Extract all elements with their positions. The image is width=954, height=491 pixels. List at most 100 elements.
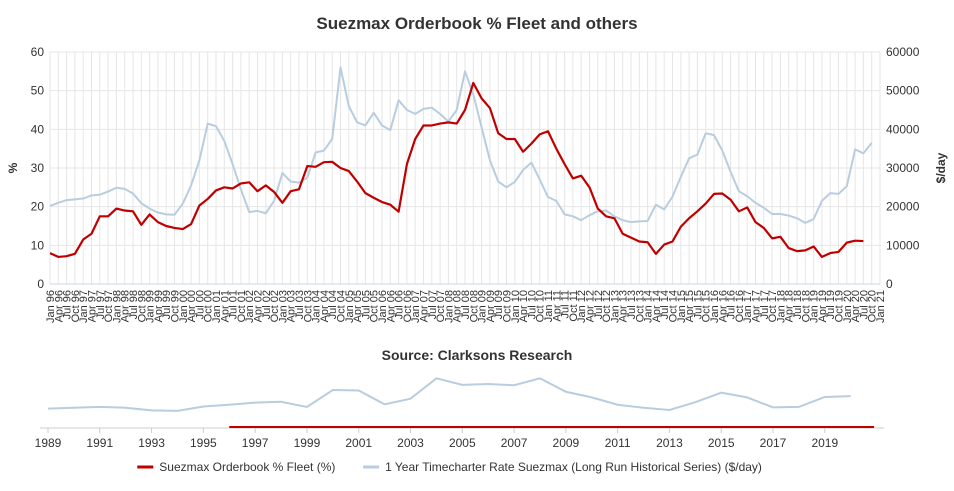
x-tick-label: Oct 11 xyxy=(568,290,580,322)
x-tick-label: Oct 96 xyxy=(70,290,82,322)
x-tick-label: Oct 14 xyxy=(668,290,680,322)
legend-item[interactable]: 1 Year Timecharter Rate Suezmax (Long Ru… xyxy=(363,460,762,474)
x-tick-label: Jan 16 xyxy=(709,290,721,323)
x-tick-label: Jul 09 xyxy=(493,290,505,319)
x-tick-label: Jul 18 xyxy=(792,290,804,319)
x-tick-label: Apr 05 xyxy=(352,290,364,322)
x-tick-label: Jul 03 xyxy=(294,290,306,319)
left-tick-label: 10 xyxy=(31,238,45,252)
left-tick-label: 60 xyxy=(31,45,45,59)
x-tick-label: Oct 15 xyxy=(701,290,713,322)
navigator-tick-label: 1995 xyxy=(190,436,217,450)
left-axis-ticks: 0 10 20 30 40 50 60 xyxy=(31,45,45,291)
x-tick-label: Apr 98 xyxy=(120,290,132,322)
right-tick-label: 60000 xyxy=(886,45,920,59)
x-tick-label: Apr 13 xyxy=(618,290,630,322)
x-tick-label: Jan 19 xyxy=(809,290,821,323)
x-tick-label: Oct 19 xyxy=(834,290,846,322)
x-tick-label: Jul 02 xyxy=(261,290,273,319)
navigator-tick-label: 1999 xyxy=(294,436,321,450)
right-tick-label: 10000 xyxy=(886,238,920,252)
left-tick-label: 30 xyxy=(31,161,45,175)
right-tick-label: 40000 xyxy=(886,122,920,136)
x-tick-label: Jan 14 xyxy=(643,290,655,323)
x-tick-label: Apr 15 xyxy=(684,290,696,322)
x-tick-label: Oct 98 xyxy=(136,290,148,322)
navigator-tick-label: 2015 xyxy=(708,436,735,450)
x-tick-label: Jan 12 xyxy=(576,290,588,323)
x-tick-label: Oct 04 xyxy=(336,290,348,322)
right-axis-ticks: 0 10000 20000 30000 40000 50000 60000 xyxy=(886,45,920,291)
navigator[interactable]: 1989 1991 1993 1995 1997 1999 2001 2003 2005 2007… xyxy=(35,377,884,450)
x-tick-label: Apr 07 xyxy=(419,290,431,322)
x-tick-label: Apr 08 xyxy=(452,290,464,322)
right-tick-label: 50000 xyxy=(886,84,920,98)
legend: Suezmax Orderbook % Fleet (%) 1 Year Time… xyxy=(137,460,762,474)
x-tick-label: Jul 04 xyxy=(327,290,339,319)
gridlines xyxy=(49,51,881,285)
left-tick-label: 40 xyxy=(31,122,45,136)
x-tick-label: Apr 06 xyxy=(385,290,397,322)
x-tick-label: Oct 18 xyxy=(800,290,812,322)
legend-label: Suezmax Orderbook % Fleet (%) xyxy=(159,460,335,474)
navigator-tick-label: 2017 xyxy=(760,436,787,450)
right-axis-label: $/day xyxy=(934,152,948,183)
x-tick-label: Jan 06 xyxy=(377,290,389,323)
navigator-tick-label: 1997 xyxy=(242,436,269,450)
x-tick-label: Jan 01 xyxy=(211,290,223,323)
navigator-tick-label: 2019 xyxy=(811,436,838,450)
x-tick-label: Jan 03 xyxy=(277,290,289,323)
x-tick-label: Apr 12 xyxy=(585,290,597,322)
x-tick-label: Oct 09 xyxy=(502,290,514,322)
x-tick-label: Apr 09 xyxy=(485,290,497,322)
x-tick-label: Apr 96 xyxy=(53,290,65,322)
left-tick-label: 20 xyxy=(31,200,45,214)
x-tick-label: Apr 11 xyxy=(551,290,563,322)
x-tick-label: Apr 16 xyxy=(717,290,729,322)
x-tick-label: Jul 97 xyxy=(95,290,107,319)
x-tick-label: Oct 99 xyxy=(170,290,182,322)
navigator-tick-label: 2001 xyxy=(345,436,372,450)
x-tick-label: Jan 11 xyxy=(543,290,555,322)
x-tick-label: Jul 17 xyxy=(759,290,771,319)
x-tick-label: Oct 05 xyxy=(369,290,381,322)
x-tick-label: Jul 98 xyxy=(128,290,140,319)
x-tick-label: Jan 00 xyxy=(178,290,190,323)
x-tick-label: Jul 15 xyxy=(692,290,704,319)
x-tick-label: Apr 20 xyxy=(850,290,862,322)
x-tick-label: Apr 03 xyxy=(286,290,298,322)
series-orderbook-line[interactable] xyxy=(49,81,864,259)
legend-item[interactable]: Suezmax Orderbook % Fleet (%) xyxy=(137,460,335,474)
x-tick-label: Jan 05 xyxy=(344,290,356,323)
x-tick-label: Apr 00 xyxy=(186,290,198,322)
x-tick-label: Oct 16 xyxy=(734,290,746,322)
x-tick-label: Apr 10 xyxy=(518,290,530,322)
x-tick-label: Jul 11 xyxy=(560,290,572,319)
x-tick-label: Oct 17 xyxy=(767,290,779,322)
right-tick-label: 20000 xyxy=(886,200,920,214)
x-tick-label: Jul 00 xyxy=(194,290,206,319)
navigator-tick-label: 2007 xyxy=(501,436,528,450)
x-tick-label: Oct 97 xyxy=(103,290,115,322)
x-tick-label: Jan 18 xyxy=(775,290,787,323)
x-tick-label: Jul 13 xyxy=(626,290,638,319)
x-tick-label: Jan 99 xyxy=(145,290,157,323)
navigator-tick-label: 2003 xyxy=(397,436,424,450)
chart-subtitle: Source: Clarksons Research xyxy=(382,347,573,363)
series-timecharter-line[interactable] xyxy=(49,66,873,224)
navigator-tick-label: 1993 xyxy=(138,436,165,450)
x-tick-label: Oct 10 xyxy=(535,290,547,322)
x-tick-label: Apr 18 xyxy=(784,290,796,322)
x-tick-label: Jul 10 xyxy=(526,290,538,319)
navigator-tick-label: 2013 xyxy=(656,436,683,450)
x-tick-label: Oct 13 xyxy=(634,290,646,322)
x-tick-label: Apr 04 xyxy=(319,290,331,322)
left-tick-label: 50 xyxy=(31,84,45,98)
x-tick-label: Jul 14 xyxy=(659,290,671,319)
x-tick-label: Apr 01 xyxy=(219,290,231,322)
x-tick-label: Oct 06 xyxy=(402,290,414,322)
x-tick-label: Oct 00 xyxy=(203,290,215,322)
x-tick-label: Jul 96 xyxy=(62,290,74,319)
